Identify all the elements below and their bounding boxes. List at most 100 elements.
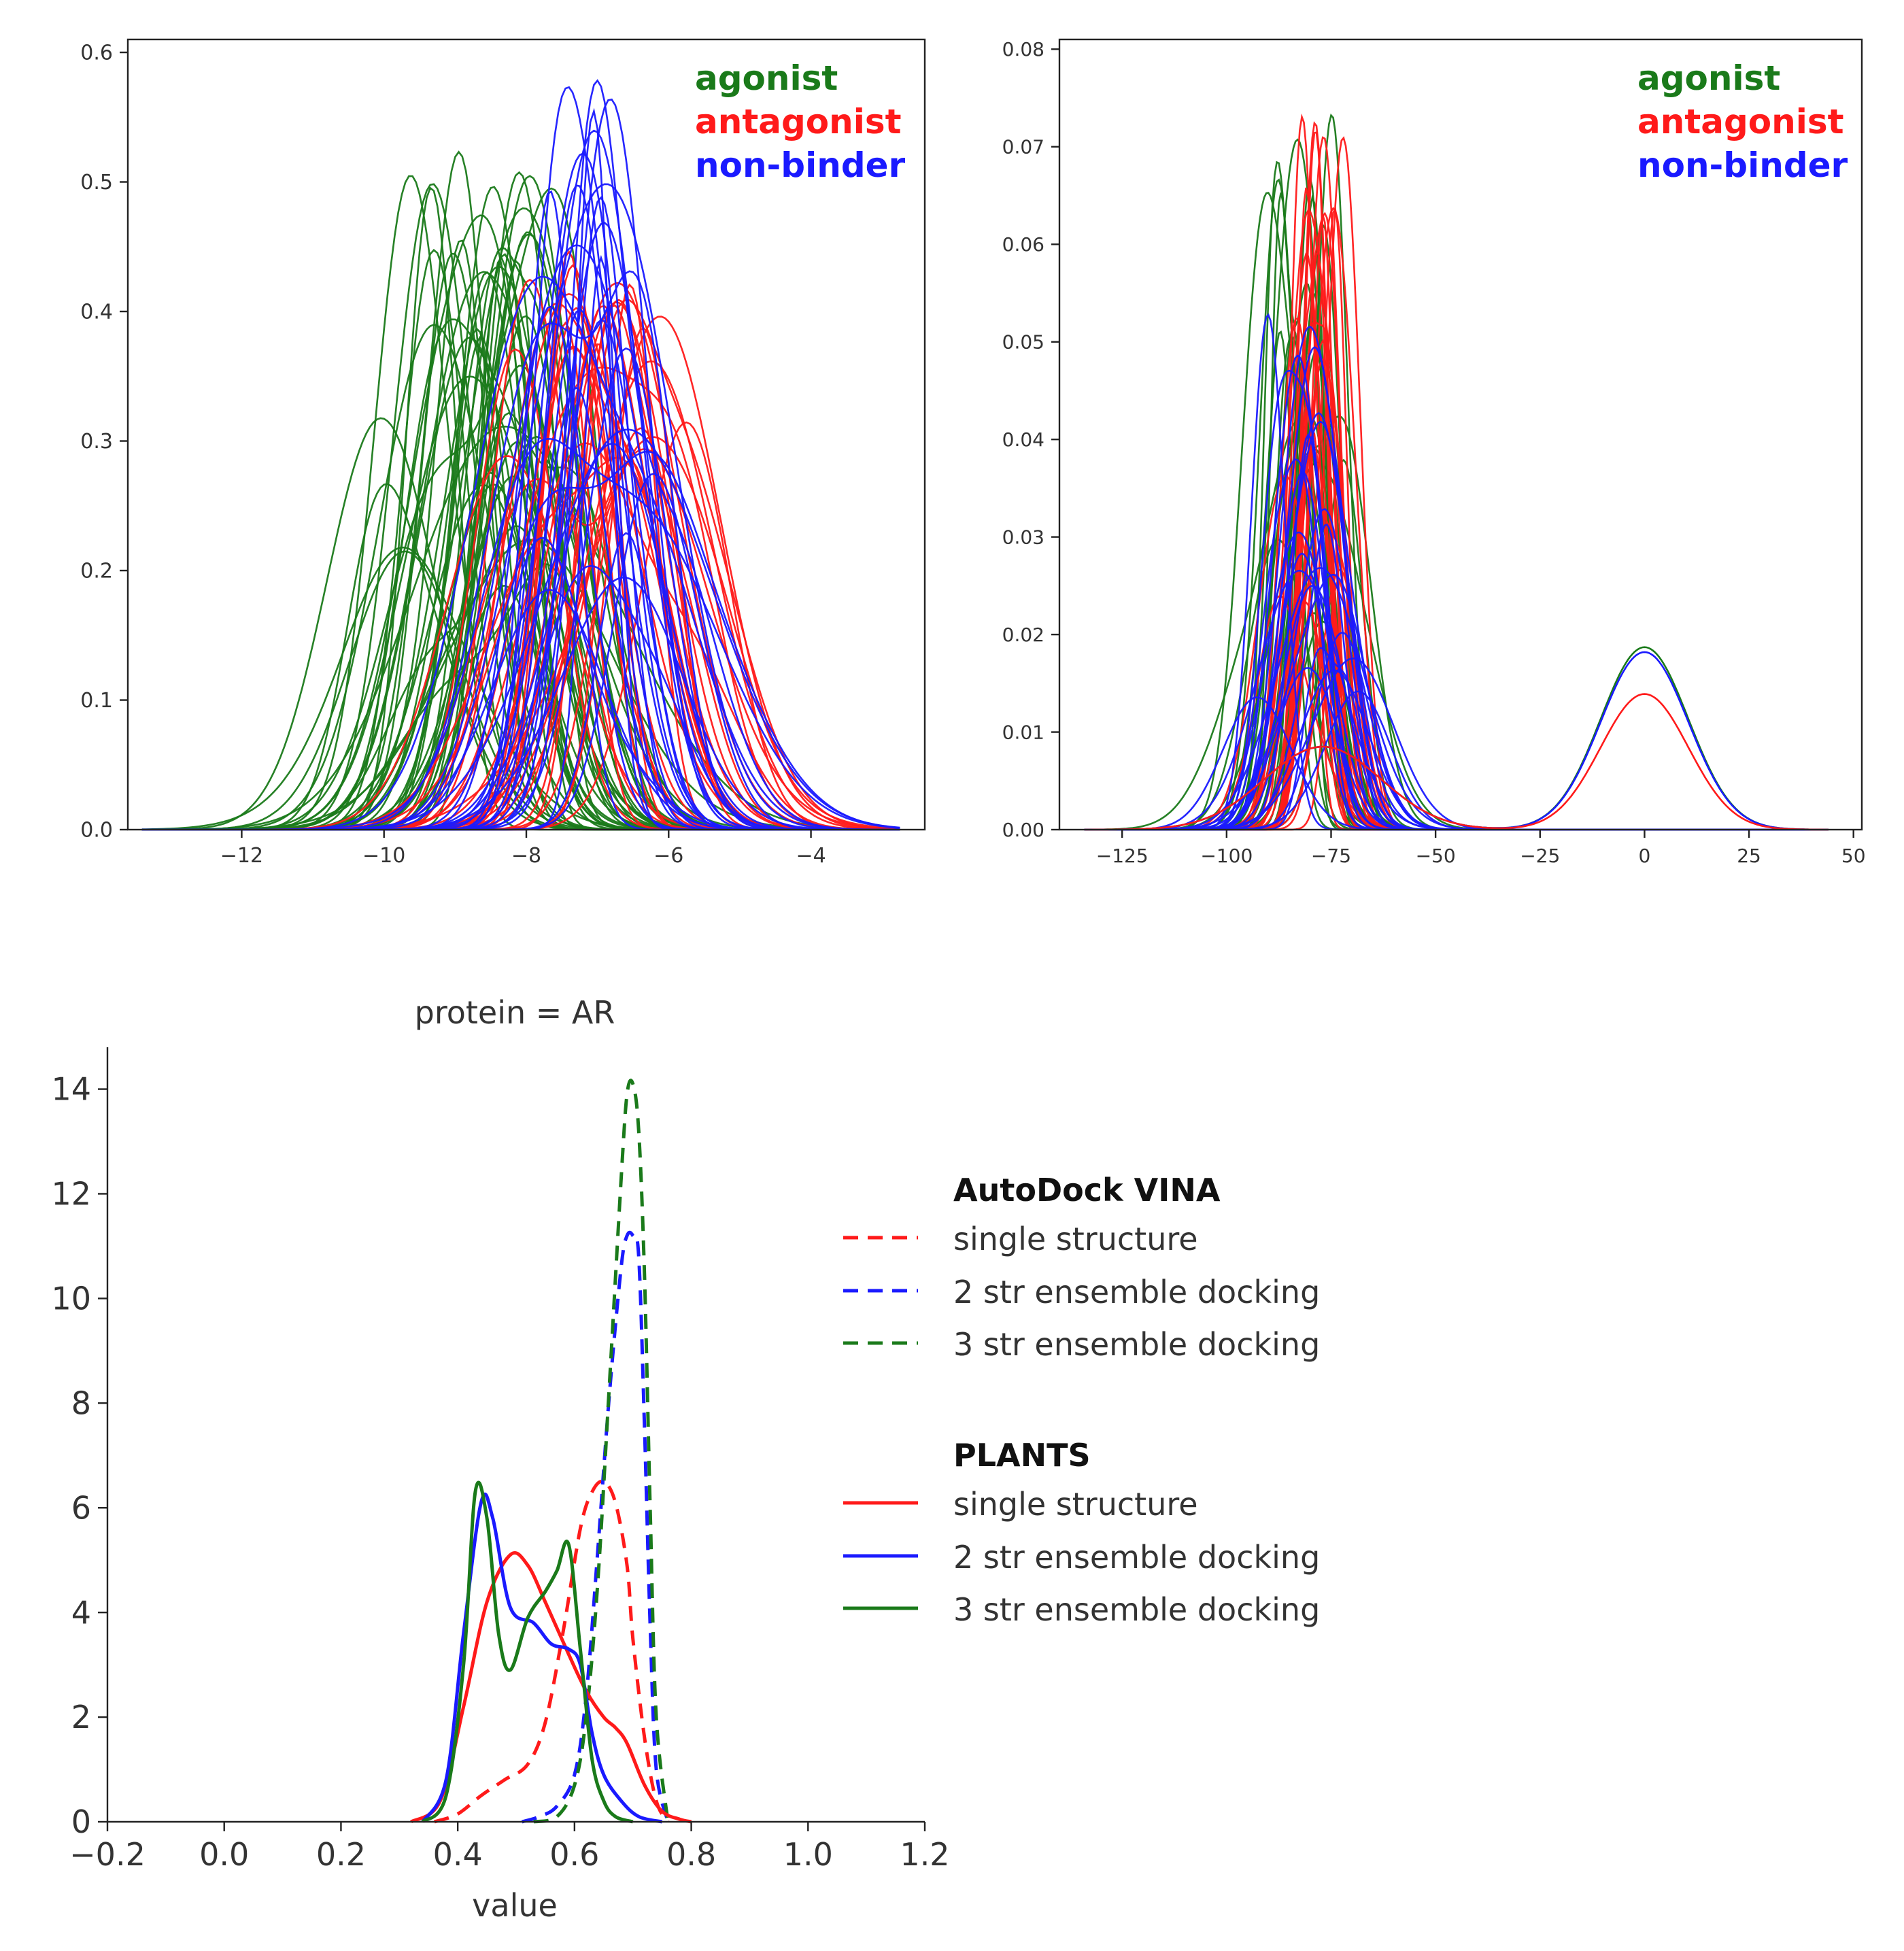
p2-x-tick-label: −75 [1311,845,1351,867]
antagonist-density-curve [1084,207,1829,831]
agonist-density-curve [1084,620,1829,831]
antagonist-density-curve [1084,113,1829,831]
legend-label-plants-2str: 2 str ensemble docking [953,1539,1320,1576]
plants-single-structure-curve [410,1551,692,1824]
agonist-density-curve [1084,290,1829,831]
antagonist-density-curve [1084,579,1829,831]
antagonist-density-curve [141,307,900,831]
antagonist-density-curve [1084,475,1829,831]
antagonist-density-curve [1084,320,1829,831]
p1-x-tick-label: −4 [796,844,826,868]
agonist-density-curve [1084,160,1829,831]
p3-y-tick-label: 2 [71,1699,91,1735]
p1-y-tick-label: 0.0 [80,819,113,843]
p2-x-tick-label: −25 [1520,845,1560,867]
antagonist-density-curve [1084,318,1829,831]
p3-curves [410,1079,692,1824]
p2-x-tick-label: −50 [1416,845,1456,867]
non-binder-density-curve [141,308,900,831]
agonist-density-curve [1084,335,1829,831]
antagonist-density-curve [1084,209,1829,831]
p1-x-tick-label: −6 [653,844,683,868]
antagonist-density-curve [1084,136,1829,831]
non-binder-density-curve [1084,313,1829,831]
p1-y-tick-label: 0.5 [80,171,113,194]
p1-y-tick-label: 0.1 [80,689,113,713]
agonist-density-curve [1084,374,1829,831]
non-binder-density-curve [141,305,900,831]
p1-curves [141,79,900,831]
non-binder-density-curve [1084,326,1829,831]
p1-y-tick-label: 0.2 [80,560,113,583]
p3-y-tick-label: 10 [51,1280,91,1317]
plants-3-str-ensemble-docking-curve [421,1480,634,1824]
p2-y-tick-label: 0.01 [1002,721,1044,743]
agonist-density-curve [1084,113,1829,831]
p2-x-tick-label: −125 [1096,845,1149,867]
p1-ticks: −12 −10 −8 −6 −4 0.0 0.1 0.2 0.3 0.4 0.5 0.6 [80,41,826,868]
legend-label-vina-2str: 2 str ensemble docking [953,1274,1320,1310]
antagonist-density-curve [1084,358,1829,831]
antagonist-density-curve [1084,426,1829,831]
p1-y-tick-label: 0.6 [80,41,113,65]
non-binder-density-curve [1084,569,1829,831]
antagonist-density-curve [1084,339,1829,831]
p2-x-tick-label: −100 [1200,845,1253,867]
non-binder-density-curve [1084,632,1829,831]
p3-x-tick-label: 0.2 [316,1836,366,1873]
p2-y-tick-label: 0.03 [1002,526,1044,548]
plants-2-str-ensemble-docking-curve [421,1492,663,1824]
p3-x-label: value [472,1887,558,1924]
legend-label-vina-single: single structure [953,1221,1198,1257]
p2-frame [1058,38,1863,831]
p2-y-tick-label: 0.00 [1002,819,1044,841]
agonist-density-curve [1084,178,1829,831]
p1-legend-antagonist: antagonist [695,102,902,141]
p1-x-tick-label: −10 [362,844,405,868]
non-binder-density-curve [1084,412,1829,831]
p1-y-tick-label: 0.3 [80,430,113,454]
p2-y-tick-label: 0.07 [1002,136,1044,158]
antagonist-density-curve [1084,206,1829,831]
antagonist-density-curve [1084,187,1829,831]
non-binder-density-curve [1084,369,1829,831]
agonist-density-curve [1084,138,1829,831]
p3-x-tick-label: 0.0 [199,1836,249,1873]
antagonist-density-curve [1084,121,1829,831]
plants-score-density-plot: −125 −100 −75 −50 −25 0 25 50 0.00 0.01 0.02 0.03 0.… [1002,38,1866,867]
agonist-density-curve [1084,418,1829,831]
p3-y-tick-label: 6 [71,1489,91,1526]
autodock-vina-2-str-ensemble-docking-curve [521,1230,670,1824]
legend-label-vina-3str: 3 str ensemble docking [953,1326,1320,1363]
p3-x-tick-label: 0.4 [433,1836,483,1873]
non-binder-density-curve [1084,346,1829,831]
autodock-vina-single-structure-curve [434,1479,670,1824]
non-binder-density-curve [1084,669,1829,831]
antagonist-density-curve [1084,575,1829,831]
p2-legend-non-binder: non-binder [1637,146,1848,185]
antagonist-density-curve [1084,250,1829,831]
legend-label-plants-single: single structure [953,1486,1198,1523]
p2-y-tick-label: 0.08 [1002,38,1044,61]
antagonist-density-curve [1084,211,1829,831]
p2-ticks: −125 −100 −75 −50 −25 0 25 50 0.00 0.01 0.02 0.03 0.… [1002,38,1866,867]
non-binder-density-curve [1084,690,1829,831]
agonist-density-curve [1084,194,1829,831]
p1-legend-agonist: agonist [695,58,838,98]
agonist-score-density-plot: −12 −10 −8 −6 −4 0.0 0.1 0.2 0.3 0.4 0.5 0.6 agonis… [80,38,926,868]
legend-title-autodock-vina: AutoDock VINA [953,1172,1221,1208]
p3-title: protein = AR [415,994,615,1031]
non-binder-density-curve [1084,552,1829,831]
p3-x-tick-label: 0.6 [549,1836,599,1873]
p3-y-tick-label: 0 [71,1803,91,1840]
agonist-density-curve [1084,415,1829,831]
p1-legend-non-binder: non-binder [695,146,906,185]
agonist-density-curve [1084,612,1829,831]
p3-y-tick-label: 4 [71,1594,91,1631]
p3-x-tick-label: 0.8 [666,1836,716,1873]
p1-x-tick-label: −12 [220,844,263,868]
p3-legend: AutoDock VINA single structure 2 str ens… [843,1172,1320,1628]
agonist-density-curve [1084,175,1829,831]
antagonist-density-curve [1084,131,1829,831]
